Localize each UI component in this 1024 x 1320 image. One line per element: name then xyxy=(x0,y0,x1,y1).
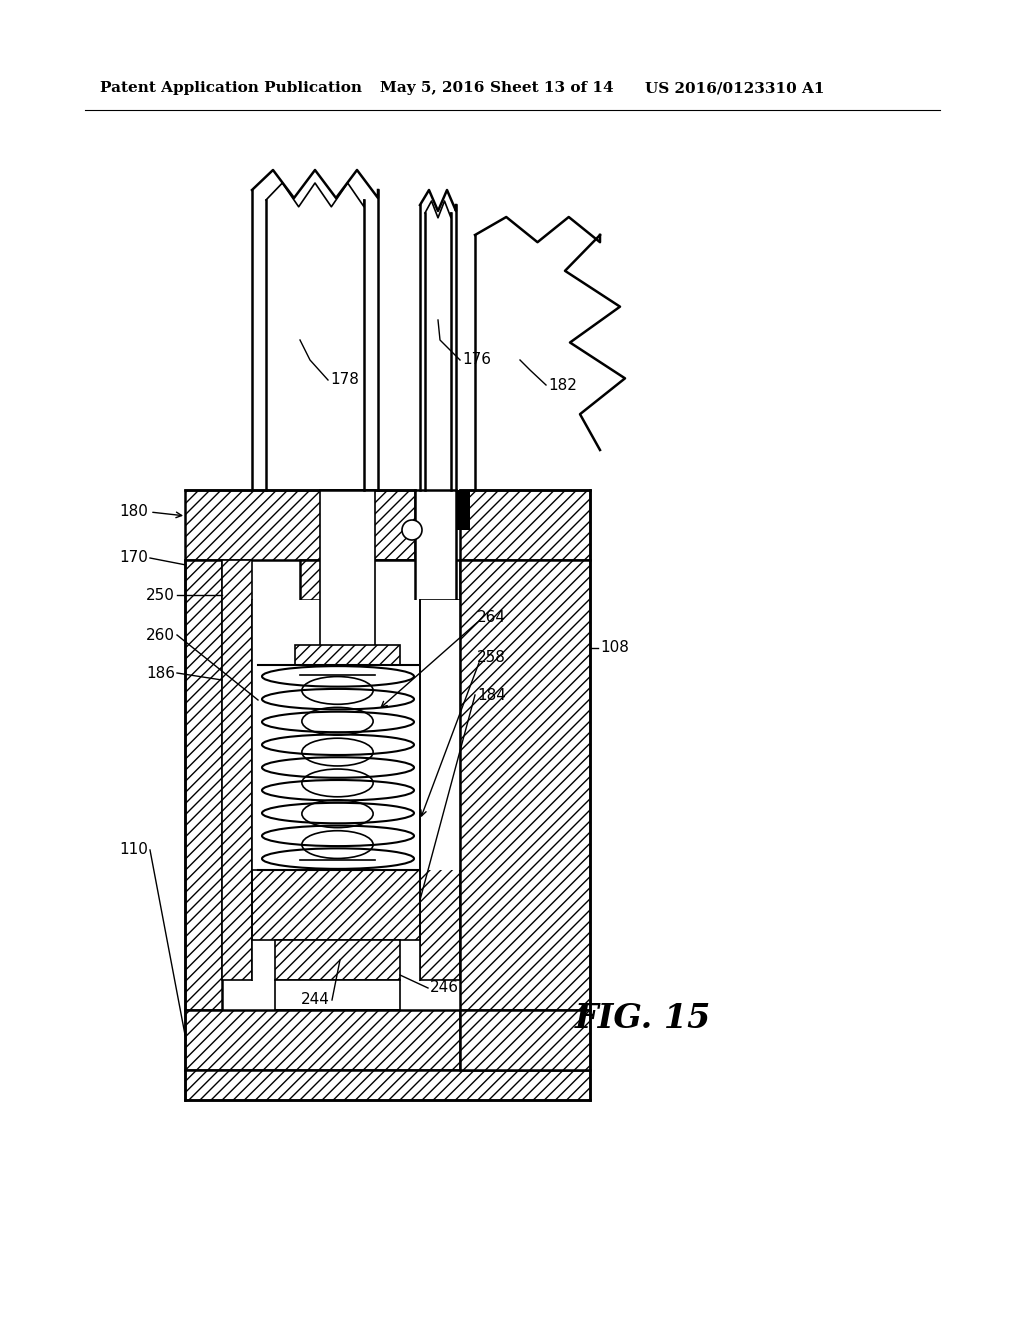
Bar xyxy=(460,560,590,1010)
Bar xyxy=(295,645,400,665)
Bar xyxy=(300,560,415,601)
Circle shape xyxy=(402,520,422,540)
Bar xyxy=(275,940,400,979)
Bar xyxy=(415,490,456,610)
Bar xyxy=(456,490,470,531)
Bar xyxy=(185,1071,590,1100)
Text: 178: 178 xyxy=(330,372,358,388)
Text: Sheet 13 of 14: Sheet 13 of 14 xyxy=(490,81,613,95)
Text: 184: 184 xyxy=(477,688,506,702)
Bar xyxy=(252,870,420,940)
Text: 250: 250 xyxy=(146,587,175,602)
Text: 110: 110 xyxy=(119,842,148,858)
Text: 258: 258 xyxy=(477,651,506,665)
Text: 108: 108 xyxy=(600,640,629,656)
Text: 260: 260 xyxy=(146,627,175,643)
Bar xyxy=(319,490,375,649)
Bar xyxy=(222,560,252,979)
Text: 176: 176 xyxy=(462,352,490,367)
Bar xyxy=(185,560,222,1010)
Text: FIG. 15: FIG. 15 xyxy=(575,1002,712,1035)
Text: 180: 180 xyxy=(119,504,148,520)
Bar xyxy=(252,601,420,979)
Bar xyxy=(460,490,590,560)
Text: Patent Application Publication: Patent Application Publication xyxy=(100,81,362,95)
Bar xyxy=(420,601,460,870)
Text: 182: 182 xyxy=(548,378,577,392)
Bar xyxy=(370,560,460,610)
Text: 170: 170 xyxy=(119,550,148,565)
Text: 246: 246 xyxy=(430,981,459,995)
Bar xyxy=(275,979,400,1010)
Bar xyxy=(185,490,415,560)
Text: 244: 244 xyxy=(301,993,330,1007)
Bar xyxy=(185,1010,460,1071)
Text: May 5, 2016: May 5, 2016 xyxy=(380,81,484,95)
Text: US 2016/0123310 A1: US 2016/0123310 A1 xyxy=(645,81,824,95)
Text: 186: 186 xyxy=(146,665,175,681)
Bar xyxy=(420,601,460,979)
Text: 264: 264 xyxy=(477,610,506,626)
Bar xyxy=(460,1010,590,1071)
